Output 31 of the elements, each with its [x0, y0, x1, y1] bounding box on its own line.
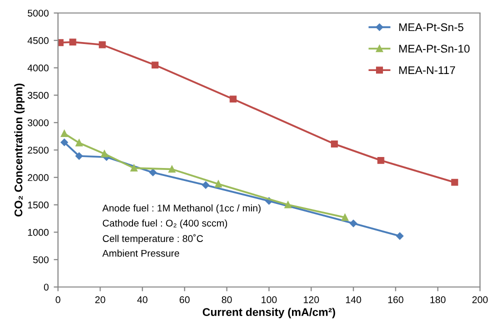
- y-tick-label: 1000: [28, 228, 49, 236]
- y-tick-label: 4500: [28, 37, 49, 44]
- y-tick-label: 2000: [28, 174, 49, 182]
- x-tick-label: 200: [472, 296, 488, 304]
- x-tick-label: 60: [180, 296, 190, 304]
- y-tick-label: 3500: [28, 92, 49, 99]
- legend-label: MEA-Pt-Sn-5: [399, 23, 464, 32]
- x-tick-label: 100: [262, 296, 277, 304]
- y-tick-label: 500: [33, 256, 49, 264]
- y-axis-title: CO₂ Concentration (ppm): [14, 84, 25, 217]
- annotation: Ambient Pressure: [102, 250, 180, 257]
- annotation: Anode fuel : 1M Methanol (1cc / min): [102, 204, 261, 214]
- x-tick-label: 140: [346, 296, 362, 304]
- y-tick-label: 2500: [28, 146, 49, 154]
- legend-label: MEA-N-117: [399, 66, 456, 74]
- x-axis-title: Current density (mA/cm²): [202, 308, 336, 318]
- y-tick-label: 3000: [28, 119, 49, 126]
- legend-label: MEA-Pt-Sn-10: [399, 44, 470, 53]
- y-tick-label: 4000: [28, 64, 49, 72]
- annotation: Cell temperature : 80˚C: [102, 234, 203, 244]
- annotation: Cathode fuel : O₂ (400 sccm): [102, 219, 228, 229]
- x-tick-label: 40: [137, 296, 148, 304]
- x-tick-label: 80: [222, 296, 232, 304]
- x-tick-label: 160: [388, 296, 404, 304]
- x-tick-label: 0: [56, 296, 60, 304]
- y-tick-label: 5000: [28, 10, 49, 17]
- x-tick-label: 20: [95, 296, 106, 304]
- y-tick-label: 0: [44, 284, 49, 291]
- x-tick-label: 180: [430, 296, 446, 304]
- x-tick-label: 120: [304, 296, 319, 304]
- y-tick-label: 1500: [28, 202, 49, 208]
